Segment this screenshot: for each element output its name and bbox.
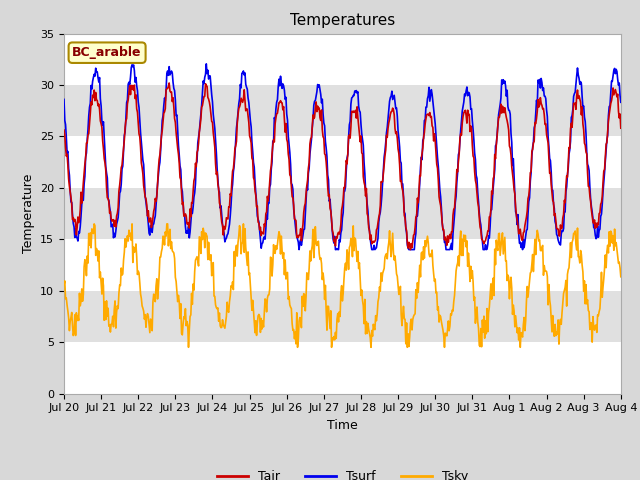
Bar <box>64 291 621 342</box>
Bar <box>64 85 621 136</box>
Title: Temperatures: Temperatures <box>290 13 395 28</box>
Legend: Tair, Tsurf, Tsky: Tair, Tsurf, Tsky <box>212 465 473 480</box>
Bar <box>64 188 621 240</box>
Text: BC_arable: BC_arable <box>72 46 142 59</box>
X-axis label: Time: Time <box>327 419 358 432</box>
Y-axis label: Temperature: Temperature <box>22 174 35 253</box>
